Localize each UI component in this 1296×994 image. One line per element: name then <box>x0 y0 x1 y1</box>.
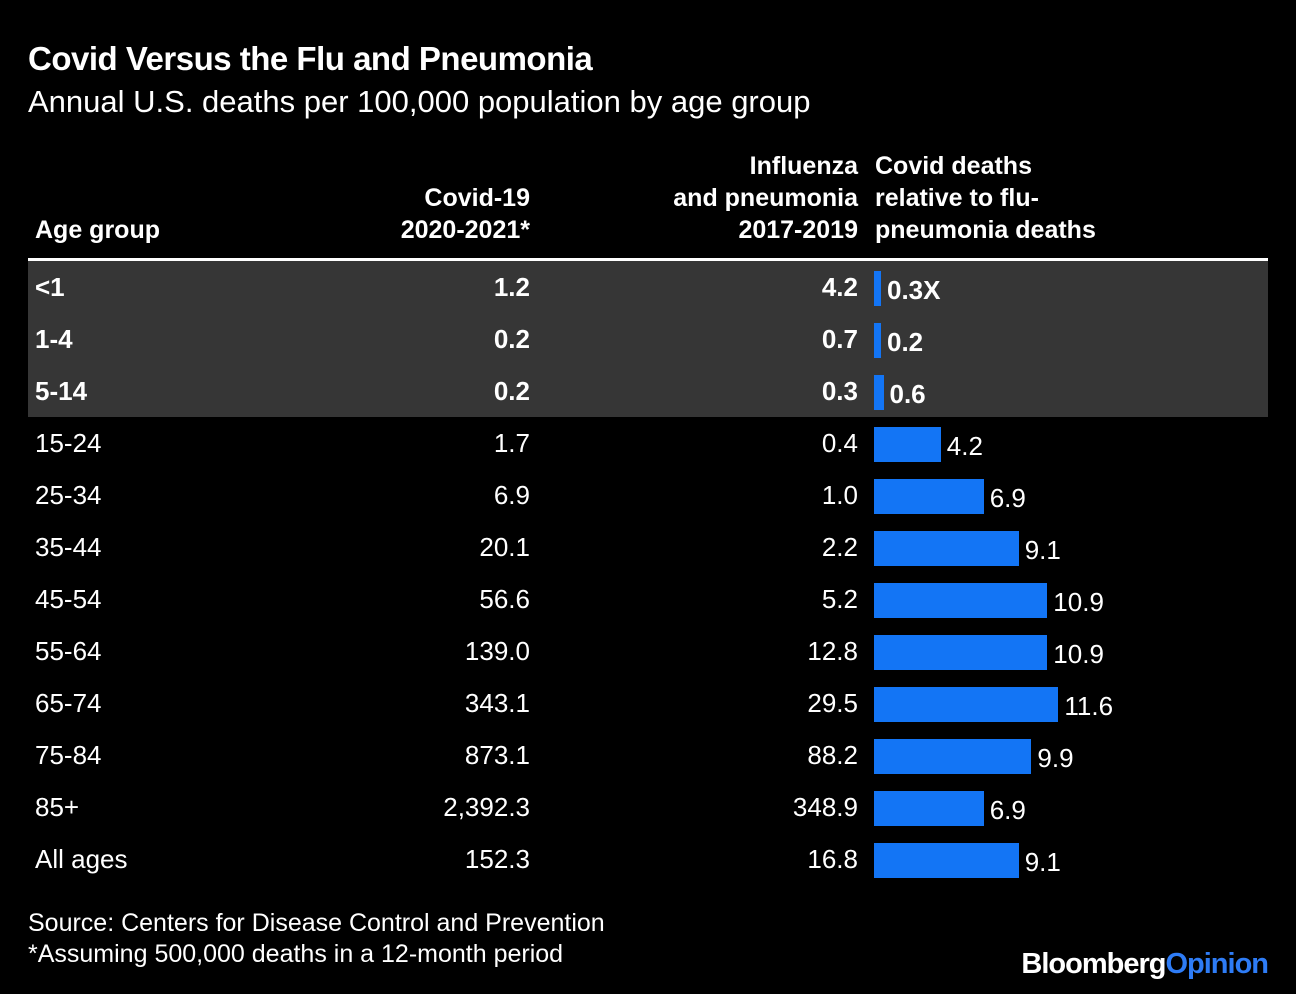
ratio-bar <box>874 739 1032 774</box>
chart-subtitle: Annual U.S. deaths per 100,000 populatio… <box>28 84 811 119</box>
table-row: 85+ 2,392.3 348.9 6.9 <box>0 781 1296 833</box>
ratio-bar <box>874 531 1019 566</box>
header-flu-line-1: Influenza <box>749 152 858 180</box>
covid-deaths-cell: 0.2 <box>493 376 530 406</box>
header-divider <box>28 258 1268 261</box>
flu-deaths-cell: 0.3 <box>821 376 858 406</box>
table-row: 35-44 20.1 2.2 9.1 <box>0 521 1296 573</box>
age-group-cell: 1-4 <box>35 324 73 354</box>
ratio-label: 4.2 <box>946 431 983 461</box>
age-group-cell: All ages <box>35 844 128 874</box>
ratio-label: 9.9 <box>1037 743 1074 773</box>
header-age-group: Age group <box>35 216 160 244</box>
ratio-bar <box>874 687 1059 722</box>
ratio-bar <box>874 791 984 826</box>
age-group-cell: 35-44 <box>35 532 102 562</box>
flu-deaths-cell: 29.5 <box>807 688 858 718</box>
covid-deaths-cell: 0.2 <box>493 324 530 354</box>
age-group-cell: 15-24 <box>35 428 102 458</box>
covid-deaths-cell: 873.1 <box>464 740 530 770</box>
table-row: <1 1.2 4.2 0.3X <box>0 261 1296 313</box>
header-ratio: Covid deaths relative to flu- pneumonia … <box>875 150 1096 246</box>
flu-deaths-cell: 2.2 <box>821 532 858 562</box>
header-ratio-line-1: Covid deaths <box>875 152 1032 180</box>
highlight-band <box>28 261 1268 417</box>
header-ratio-line-2: relative to flu- <box>875 184 1039 212</box>
flu-deaths-cell: 0.7 <box>821 324 858 354</box>
logo-bloomberg: Bloomberg <box>1021 948 1166 980</box>
ratio-label: 11.6 <box>1064 691 1114 721</box>
ratio-bar <box>874 323 881 358</box>
footnote-line: *Assuming 500,000 deaths in a 12-month p… <box>28 940 564 968</box>
covid-deaths-cell: 1.2 <box>493 272 530 302</box>
source-note: Source: Centers for Disease Control and … <box>28 908 605 970</box>
covid-deaths-cell: 139.0 <box>464 636 530 666</box>
header-covid: Covid-19 2020-2021* <box>401 182 530 246</box>
flu-deaths-cell: 88.2 <box>807 740 858 770</box>
header-flu-line-3: 2017-2019 <box>738 216 858 244</box>
flu-deaths-cell: 4.2 <box>821 272 858 302</box>
ratio-bar <box>874 583 1048 618</box>
header-flu: Influenza and pneumonia 2017-2019 <box>673 150 858 246</box>
table-row: 75-84 873.1 88.2 9.9 <box>0 729 1296 781</box>
table-row: 45-54 56.6 5.2 10.9 <box>0 573 1296 625</box>
covid-deaths-cell: 2,392.3 <box>443 792 530 822</box>
flu-deaths-cell: 1.0 <box>821 480 858 510</box>
flu-deaths-cell: 12.8 <box>807 636 858 666</box>
age-group-cell: 85+ <box>35 792 80 822</box>
covid-deaths-cell: 6.9 <box>493 480 530 510</box>
ratio-label: 6.9 <box>989 795 1026 825</box>
age-group-cell: 75-84 <box>35 740 102 770</box>
ratio-bar <box>874 375 884 410</box>
covid-deaths-cell: 20.1 <box>479 532 530 562</box>
ratio-label: 0.2 <box>887 327 924 357</box>
ratio-bar <box>874 635 1048 670</box>
age-group-cell: 55-64 <box>35 636 102 666</box>
ratio-bar <box>874 427 941 462</box>
covid-deaths-cell: 343.1 <box>464 688 530 718</box>
ratio-label: 10.9 <box>1053 587 1104 617</box>
ratio-label: 0.3X <box>887 275 941 305</box>
header-ratio-line-3: pneumonia deaths <box>875 216 1096 244</box>
ratio-label: 10.9 <box>1053 639 1104 669</box>
logo-opinion: Opinion <box>1165 948 1269 980</box>
table-row: 65-74 343.1 29.5 11.6 <box>0 677 1296 729</box>
covid-deaths-cell: 152.3 <box>464 844 530 874</box>
table-row: 55-64 139.0 12.8 10.9 <box>0 625 1296 677</box>
table-row: 15-24 1.7 0.4 4.2 <box>0 417 1296 469</box>
ratio-bar <box>874 271 881 306</box>
table-row: All ages 152.3 16.8 9.1 <box>0 833 1296 885</box>
flu-deaths-cell: 0.4 <box>821 428 858 458</box>
table-row: 1-4 0.2 0.7 0.2 <box>0 313 1296 365</box>
source-line: Source: Centers for Disease Control and … <box>28 909 605 937</box>
age-group-cell: 25-34 <box>35 480 102 510</box>
ratio-label: 9.1 <box>1024 535 1061 565</box>
flu-deaths-cell: 16.8 <box>807 844 858 874</box>
header-covid-line-2: 2020-2021* <box>400 216 530 244</box>
table-row: 25-34 6.9 1.0 6.9 <box>0 469 1296 521</box>
flu-deaths-cell: 5.2 <box>821 584 858 614</box>
age-group-cell: 45-54 <box>35 584 102 614</box>
bloomberg-opinion-logo: BloombergOpinion <box>1021 948 1269 981</box>
chart-title: Covid Versus the Flu and Pneumonia <box>28 40 593 77</box>
age-group-cell: 5-14 <box>35 376 88 406</box>
table-row: 5-14 0.2 0.3 0.6 <box>0 365 1296 417</box>
ratio-bar <box>874 843 1019 878</box>
ratio-bar <box>874 479 984 514</box>
ratio-label: 6.9 <box>989 483 1026 513</box>
age-group-cell: <1 <box>35 272 65 302</box>
header-covid-line-1: Covid-19 <box>424 184 530 212</box>
ratio-label: 0.6 <box>889 379 926 409</box>
covid-deaths-cell: 56.6 <box>479 584 530 614</box>
ratio-label: 9.1 <box>1024 847 1061 877</box>
covid-deaths-cell: 1.7 <box>493 428 530 458</box>
age-group-cell: 65-74 <box>35 688 102 718</box>
header-flu-line-2: and pneumonia <box>673 184 858 212</box>
flu-deaths-cell: 348.9 <box>792 792 858 822</box>
